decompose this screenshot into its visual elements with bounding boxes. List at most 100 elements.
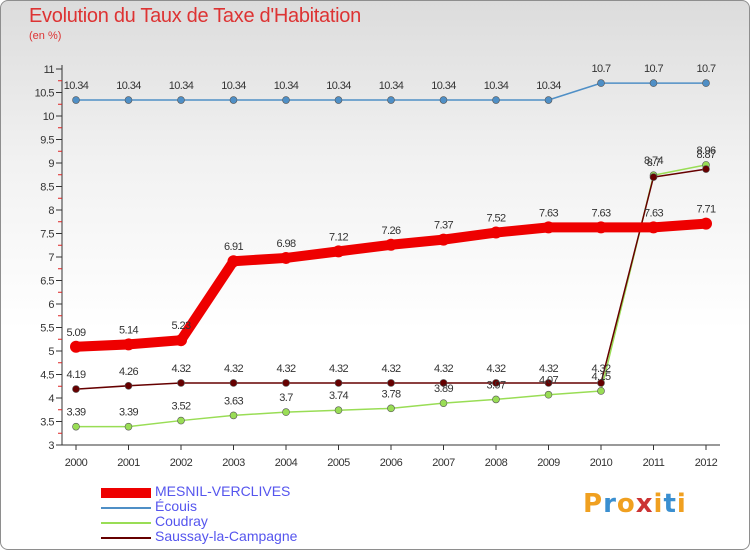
data-label: 5.23 — [171, 320, 190, 332]
data-label: 6.98 — [276, 238, 295, 250]
data-label: 4.32 — [171, 363, 190, 375]
data-point — [72, 422, 80, 431]
data-point — [227, 255, 240, 268]
logo-letter: i — [676, 489, 687, 519]
y-tick-label: 10.5 — [35, 88, 55, 100]
data-point — [229, 96, 238, 104]
data-point — [595, 221, 607, 234]
data-point — [124, 96, 133, 104]
data-point — [229, 379, 238, 387]
y-tick-label: 3.5 — [40, 417, 54, 429]
data-label: 4.32 — [224, 363, 243, 375]
data-label: 3.39 — [119, 407, 138, 419]
data-point — [544, 390, 553, 399]
data-point — [387, 404, 395, 413]
x-tick-label: 2011 — [643, 457, 665, 469]
data-label: 4.32 — [329, 363, 348, 375]
data-point — [492, 96, 500, 104]
y-tick-label: 4.5 — [40, 370, 54, 382]
data-label: 4.32 — [276, 363, 295, 375]
data-point — [282, 96, 290, 104]
data-point — [124, 422, 133, 431]
y-tick-label: 5.5 — [40, 323, 54, 335]
y-tick-label: 7 — [48, 252, 54, 264]
data-label: 3.78 — [381, 388, 400, 400]
data-label: 10.34 — [536, 80, 561, 92]
x-tick-label: 2000 — [65, 457, 88, 469]
data-label: 8.96 — [696, 145, 715, 157]
data-label: 5.14 — [119, 324, 138, 336]
data-label: 4.32 — [591, 363, 610, 375]
data-label: 3.52 — [171, 401, 190, 413]
y-tick-label: 10 — [43, 111, 55, 123]
data-point — [387, 96, 395, 104]
data-point — [490, 226, 502, 239]
data-label: 10.7 — [696, 63, 715, 75]
y-tick-label: 7.5 — [40, 229, 54, 241]
y-tick-label: 5 — [48, 346, 54, 358]
data-point — [702, 165, 710, 173]
data-label: 10.34 — [431, 80, 456, 92]
data-point — [597, 79, 605, 87]
data-point — [437, 233, 450, 246]
data-point — [282, 379, 290, 387]
data-label: 3.63 — [224, 395, 243, 407]
data-label: 10.34 — [169, 80, 194, 92]
data-point — [492, 395, 500, 404]
y-tick-label: 3 — [48, 440, 54, 452]
data-label: 4.32 — [434, 363, 453, 375]
x-tick-label: 2007 — [432, 457, 455, 469]
data-label: 7.63 — [591, 207, 610, 219]
data-label: 7.52 — [486, 213, 505, 225]
data-label: 5.09 — [66, 327, 85, 339]
data-label: 8.87 — [696, 149, 715, 161]
legend-swatch — [101, 522, 151, 524]
data-point — [647, 221, 660, 234]
data-point — [334, 96, 343, 104]
data-point — [122, 338, 135, 351]
data-point — [70, 340, 82, 353]
y-tick-label: 6.5 — [40, 276, 54, 288]
data-point — [385, 238, 397, 251]
chart-unit: (en %) — [29, 30, 62, 42]
logo-letter: P — [583, 489, 604, 519]
logo-letter: t — [663, 489, 677, 519]
data-label: 8.74 — [644, 155, 663, 167]
data-point — [387, 379, 395, 387]
data-label: 10.7 — [591, 63, 610, 75]
x-tick-label: 2009 — [537, 457, 560, 469]
data-label: 7.63 — [539, 207, 558, 219]
y-tick-label: 8.5 — [40, 182, 54, 194]
data-label: 3.39 — [66, 407, 85, 419]
data-point — [124, 381, 133, 390]
data-point — [544, 379, 553, 387]
data-label: 10.34 — [379, 80, 404, 92]
legend-item: Coudray — [101, 514, 401, 530]
data-point — [177, 379, 185, 387]
logo-letter: o — [616, 489, 636, 519]
data-point — [439, 399, 448, 407]
data-label: 10.34 — [221, 80, 246, 92]
y-tick-label: 8 — [48, 205, 54, 217]
data-point — [597, 379, 605, 387]
data-label: 4.32 — [486, 363, 505, 375]
chart-title: Evolution du Taux de Taxe d'Habitation — [29, 5, 361, 27]
data-label: 3.89 — [434, 383, 453, 395]
x-tick-label: 2004 — [275, 457, 298, 469]
data-point — [72, 96, 80, 104]
data-point — [700, 217, 712, 230]
data-label: 4.15 — [591, 371, 610, 383]
data-point — [280, 251, 292, 264]
data-point — [332, 245, 345, 258]
data-label: 7.63 — [644, 207, 663, 219]
data-label: 8.7 — [647, 157, 661, 169]
data-label: 4.19 — [66, 369, 85, 381]
data-point — [542, 221, 555, 234]
data-point — [702, 79, 710, 87]
logo-letter: r — [603, 489, 617, 519]
legend-label: MESNIL-VERCLIVES — [155, 483, 291, 499]
data-label: 3.7 — [279, 392, 293, 404]
data-label: 10.7 — [644, 63, 663, 75]
y-tick-label: 6 — [48, 299, 54, 311]
